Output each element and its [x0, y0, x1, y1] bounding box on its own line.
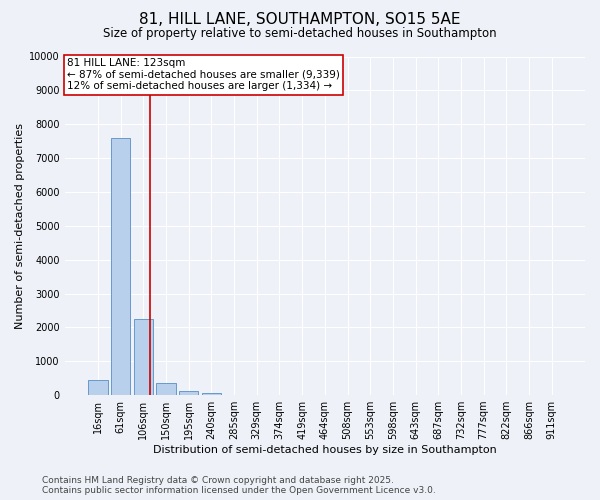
Text: Contains HM Land Registry data © Crown copyright and database right 2025.
Contai: Contains HM Land Registry data © Crown c… — [42, 476, 436, 495]
Bar — [179, 391, 199, 395]
Y-axis label: Number of semi-detached properties: Number of semi-detached properties — [15, 123, 25, 329]
Bar — [88, 380, 107, 395]
Bar — [157, 383, 176, 395]
Text: 81 HILL LANE: 123sqm
← 87% of semi-detached houses are smaller (9,339)
12% of se: 81 HILL LANE: 123sqm ← 87% of semi-detac… — [67, 58, 340, 92]
Text: Size of property relative to semi-detached houses in Southampton: Size of property relative to semi-detach… — [103, 28, 497, 40]
Bar — [111, 138, 130, 395]
Bar — [202, 393, 221, 395]
X-axis label: Distribution of semi-detached houses by size in Southampton: Distribution of semi-detached houses by … — [153, 445, 497, 455]
Bar — [134, 319, 153, 395]
Text: 81, HILL LANE, SOUTHAMPTON, SO15 5AE: 81, HILL LANE, SOUTHAMPTON, SO15 5AE — [139, 12, 461, 28]
